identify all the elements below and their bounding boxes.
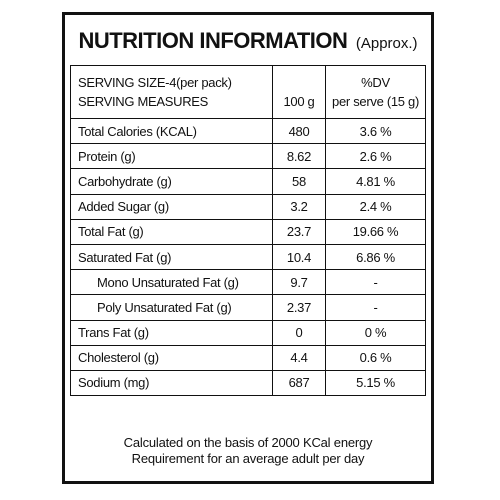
dv-column-header: %DV [361, 75, 390, 90]
nutrient-per100: 9.7 [271, 269, 327, 296]
nutrient-per100: 23.7 [271, 218, 327, 245]
table-row: Sodium (mg) 687 5.15 % [70, 369, 426, 397]
nutrient-dv: 2.4 % [325, 193, 426, 220]
nutrient-dv: 5.15 % [325, 369, 426, 397]
nutrient-name: Saturated Fat (g) [70, 243, 273, 271]
table-row: Trans Fat (g) 0 0 % [70, 319, 426, 346]
nutrient-name: Total Fat (g) [70, 218, 273, 245]
nutrition-table: SERVING SIZE-4(per pack) SERVING MEASURE… [70, 65, 426, 397]
nutrient-name: Trans Fat (g) [70, 319, 273, 346]
table-row: Protein (g) 8.62 2.6 % [70, 143, 426, 170]
nutrient-dv: 6.86 % [325, 243, 426, 271]
footer-note: Calculated on the basis of 2000 KCal ene… [65, 435, 431, 467]
footer-line-1: Calculated on the basis of 2000 KCal ene… [123, 435, 373, 450]
nutrient-per100: 58 [271, 168, 327, 195]
nutrient-per100: 8.62 [271, 143, 327, 170]
label-title-suffix: (Approx.) [355, 35, 418, 52]
nutrient-dv: 3.6 % [325, 117, 426, 145]
nutrient-name: Carbohydrate (g) [70, 168, 273, 195]
nutrient-name: Total Calories (KCAL) [70, 117, 273, 145]
table-row: Saturated Fat (g) 10.4 6.86 % [70, 243, 426, 271]
title-row: NUTRITION INFORMATION (Approx.) [65, 15, 431, 63]
table-row: Total Fat (g) 23.7 19.66 % [70, 218, 426, 245]
nutrient-per100: 480 [271, 117, 327, 145]
label-title: NUTRITION INFORMATION [78, 28, 348, 53]
table-row: Added Sugar (g) 3.2 2.4 % [70, 193, 426, 220]
header-serving-cell: SERVING SIZE-4(per pack) SERVING MEASURE… [70, 65, 273, 119]
nutrient-name: Sodium (mg) [70, 369, 273, 397]
nutrient-dv: 0.6 % [325, 344, 426, 371]
nutrient-per100: 2.37 [271, 294, 327, 321]
nutrient-per100: 687 [271, 369, 327, 397]
nutrition-label: NUTRITION INFORMATION (Approx.) SERVING … [62, 12, 434, 484]
table-row: Mono Unsaturated Fat (g) 9.7 - [70, 269, 426, 296]
nutrient-dv: - [325, 294, 426, 321]
dv-column-subheader: per serve (15 g) [332, 94, 419, 109]
nutrient-dv: 19.66 % [325, 218, 426, 245]
table-row: Cholesterol (g) 4.4 0.6 % [70, 344, 426, 371]
header-dv-cell: %DV per serve (15 g) [325, 65, 426, 119]
nutrient-name: Mono Unsaturated Fat (g) [70, 269, 273, 296]
nutrient-per100: 0 [271, 319, 327, 346]
nutrient-per100: 3.2 [271, 193, 327, 220]
table-row: Carbohydrate (g) 58 4.81 % [70, 168, 426, 195]
nutrient-dv: 4.81 % [325, 168, 426, 195]
nutrient-per100: 10.4 [271, 243, 327, 271]
nutrient-dv: 2.6 % [325, 143, 426, 170]
table-header-row: SERVING SIZE-4(per pack) SERVING MEASURE… [70, 65, 426, 119]
serving-size-text: SERVING SIZE-4(per pack) [78, 75, 232, 90]
footer-line-2: Requirement for an average adult per day [131, 451, 365, 466]
per100-column-header: 100 g [283, 94, 315, 109]
table-row: Poly Unsaturated Fat (g) 2.37 - [70, 294, 426, 321]
nutrient-name: Cholesterol (g) [70, 344, 273, 371]
nutrient-name: Added Sugar (g) [70, 193, 273, 220]
nutrient-dv: - [325, 269, 426, 296]
nutrient-per100: 4.4 [271, 344, 327, 371]
nutrient-dv: 0 % [325, 319, 426, 346]
table-row: Total Calories (KCAL) 480 3.6 % [70, 117, 426, 145]
nutrient-name: Protein (g) [70, 143, 273, 170]
header-per100-cell: 100 g [271, 65, 327, 119]
nutrient-name: Poly Unsaturated Fat (g) [70, 294, 273, 321]
serving-measures-text: SERVING MEASURES [78, 94, 209, 109]
